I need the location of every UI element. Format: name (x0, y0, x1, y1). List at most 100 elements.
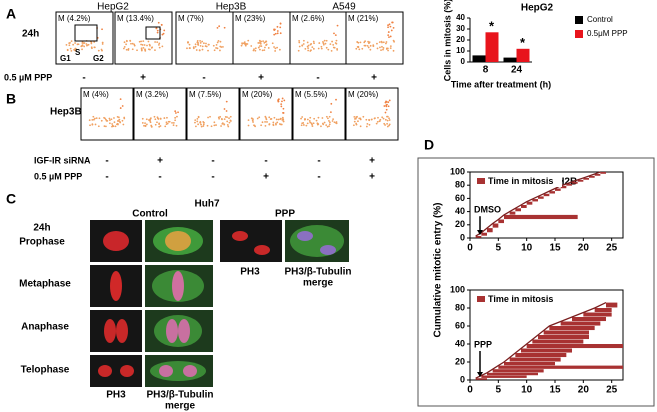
event-dot (390, 29, 393, 32)
mitosis-bar (594, 173, 601, 176)
event-dot (97, 49, 100, 52)
event-dot (113, 117, 115, 119)
event-dot (65, 43, 68, 46)
event-dot (326, 125, 329, 128)
event-dot (199, 121, 202, 124)
event-dot (318, 42, 321, 44)
event-dot (389, 35, 392, 38)
event-dot (266, 121, 268, 123)
event-dot (280, 103, 283, 106)
annotation-arrowhead (477, 372, 483, 377)
event-dot (276, 46, 278, 49)
event-dot (387, 26, 389, 29)
event-dot (300, 117, 302, 120)
event-dot (88, 119, 91, 122)
event-dot (392, 26, 395, 29)
event-dot (260, 40, 263, 43)
mitosis-bar (594, 308, 612, 313)
event-dot (123, 117, 126, 120)
event-dot (307, 44, 310, 47)
event-dot (366, 122, 369, 125)
event-dot (82, 42, 85, 44)
event-dot (122, 123, 125, 126)
event-dot (83, 45, 86, 48)
mitosis-bar (521, 348, 572, 353)
mitosis-bar (600, 172, 606, 174)
event-dot (202, 42, 205, 45)
event-dot (279, 32, 282, 35)
event-dot (130, 42, 132, 45)
event-dot (256, 117, 259, 120)
event-dot (325, 39, 328, 42)
event-dot (198, 49, 201, 52)
event-dot (85, 43, 88, 45)
event-dot (113, 121, 116, 124)
event-dot (223, 118, 226, 121)
event-dot (223, 123, 226, 126)
event-dot (263, 49, 266, 52)
event-dot (119, 98, 122, 101)
event-dot (280, 123, 283, 126)
event-dot (188, 47, 191, 49)
event-dot (149, 117, 152, 120)
event-dot (110, 118, 113, 121)
event-dot (123, 45, 126, 48)
event-dot (93, 46, 96, 49)
event-dot (385, 41, 388, 43)
event-dot (207, 116, 209, 119)
event-dot (257, 42, 260, 44)
event-dot (332, 118, 335, 121)
bar (472, 55, 486, 62)
event-dot (201, 48, 204, 51)
event-dot (306, 122, 309, 125)
event-dot (247, 119, 250, 122)
event-dot (206, 124, 209, 127)
event-dot (175, 124, 178, 127)
event-dot (207, 49, 209, 52)
event-dot (267, 47, 270, 49)
sign: - (82, 73, 85, 84)
mitosis-bar (515, 353, 567, 358)
event-dot (323, 121, 326, 124)
row-label: IGF-IR siRNA (34, 155, 91, 165)
event-dot (131, 48, 134, 51)
event-dot (335, 122, 338, 125)
mitosis-bar (492, 369, 544, 373)
event-dot (154, 118, 157, 121)
y-tick-label: 100 (450, 166, 465, 176)
event-dot (384, 118, 387, 121)
event-dot (302, 43, 305, 45)
phase-label: Telophase (21, 365, 70, 376)
event-dot (300, 124, 303, 127)
event-dot (367, 40, 370, 43)
event-dot (388, 117, 390, 120)
event-dot (310, 42, 313, 45)
x-tick-label: 5 (496, 243, 502, 254)
mitosis-bar (487, 372, 538, 376)
event-dot (215, 124, 217, 126)
event-dot (254, 49, 257, 52)
event-dot (332, 46, 335, 49)
event-dot (167, 120, 170, 123)
event-dot (247, 39, 250, 42)
event-dot (370, 118, 373, 121)
event-dot (311, 46, 314, 49)
y-axis-label: Cells in mitosis (%) (442, 0, 452, 81)
event-dot (388, 119, 391, 121)
x-tick-label: 10 (521, 243, 533, 254)
sign: + (371, 73, 377, 84)
event-dot (133, 43, 136, 46)
legend-swatch (575, 16, 583, 24)
event-dot (228, 121, 231, 124)
gate-label: M (20%) (348, 90, 379, 99)
y-tick-label: 80 (455, 180, 465, 190)
flow-plot (239, 87, 293, 141)
event-dot (81, 48, 83, 51)
event-dot (177, 111, 179, 114)
event-dot (68, 44, 71, 47)
event-dot (374, 117, 376, 120)
flow-plot (345, 11, 404, 65)
event-dot (104, 117, 106, 120)
mitosis-bar (475, 378, 487, 380)
event-dot (145, 123, 148, 126)
